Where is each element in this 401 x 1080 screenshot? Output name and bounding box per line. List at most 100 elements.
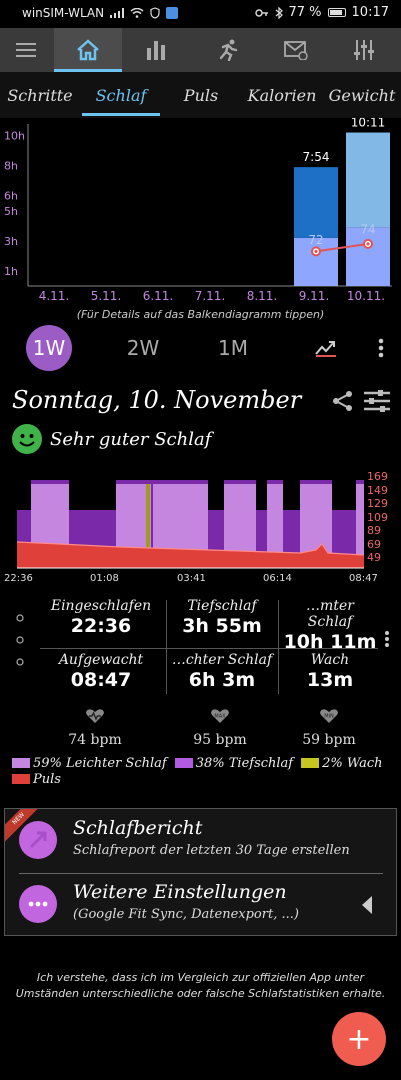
top-toolbar bbox=[0, 28, 401, 72]
stat-value: 13m bbox=[306, 669, 354, 691]
divider bbox=[166, 600, 167, 694]
menu-button[interactable] bbox=[0, 28, 52, 72]
divider bbox=[19, 873, 383, 874]
pulse-line bbox=[315, 242, 369, 253]
stat-woke-up: Aufgewacht 08:47 bbox=[40, 652, 162, 691]
y-tick-label: 1h bbox=[4, 265, 18, 278]
pulse-avg: 74 bpm bbox=[50, 708, 140, 748]
stats-more-button[interactable] bbox=[384, 630, 394, 652]
card-title: Weitere Einstellungen bbox=[73, 881, 287, 903]
time-tick: 22:36 bbox=[4, 573, 33, 584]
pulse-max-value: 95 bpm bbox=[193, 732, 247, 748]
tab-pulse[interactable]: Puls bbox=[183, 85, 219, 105]
mail-icon bbox=[284, 41, 308, 60]
tab-sleep[interactable]: Schlaf bbox=[82, 72, 160, 118]
range-1m-button[interactable]: 1M bbox=[218, 336, 248, 360]
sleep-time-axis: 22:36 01:08 03:41 06:14 08:47 bbox=[0, 573, 401, 587]
more-dots-icon bbox=[19, 885, 57, 923]
divider bbox=[40, 648, 378, 649]
pulse-value-label: 74 bbox=[360, 222, 375, 236]
pulse-avg-value: 74 bpm bbox=[68, 732, 122, 748]
time-tick: 06:14 bbox=[263, 573, 292, 584]
clock: 10:17 bbox=[351, 5, 389, 20]
battery-icon bbox=[327, 8, 346, 17]
more-settings-card[interactable]: Weitere Einstellungen (Google Fit Sync, … bbox=[5, 873, 396, 935]
plus-icon: + bbox=[346, 1021, 372, 1057]
settings-button[interactable] bbox=[330, 28, 398, 72]
menu-icon bbox=[16, 43, 36, 57]
pulse-point-center bbox=[366, 242, 370, 246]
time-tick: 08:47 bbox=[349, 573, 378, 584]
share-button[interactable] bbox=[332, 390, 356, 414]
stat-label: Aufgewacht bbox=[58, 652, 144, 668]
time-tick: 01:08 bbox=[90, 573, 119, 584]
bar-deep-sleep bbox=[294, 167, 338, 238]
pulse-value-label: 72 bbox=[308, 233, 323, 247]
legend-deep: 38% Tiefschlaf bbox=[174, 756, 293, 772]
stat-label: Tiefschlaf bbox=[187, 598, 257, 614]
chevron-left-icon bbox=[362, 896, 372, 914]
key-icon bbox=[254, 8, 268, 17]
app-notification-icon bbox=[166, 7, 179, 19]
trend-button[interactable] bbox=[306, 325, 346, 371]
pulse-axis: 169 149 129 109 89 69 49 bbox=[367, 470, 397, 565]
legend-light: 59% Leichter Schlaf bbox=[12, 756, 167, 772]
stat-fell-asleep: Eingeschlafen 22:36 bbox=[40, 598, 162, 637]
statistics-button[interactable] bbox=[122, 28, 190, 72]
add-button[interactable]: + bbox=[332, 1012, 386, 1066]
stats-pager-dots[interactable] bbox=[16, 614, 24, 666]
notifications-button[interactable] bbox=[262, 28, 330, 72]
sleep-phase-graph[interactable]: 169 149 129 109 89 69 49 bbox=[0, 470, 401, 590]
stat-light-sleep: …chter Schlaf 6h 3m bbox=[170, 652, 274, 691]
bar-chart-svg[interactable]: 1h 3h 5h 6h 8h 10h 4.11. 5.11. 6.11. 7.11. 8.11. 9.… bbox=[0, 118, 401, 308]
x-tick-label: 6.11. bbox=[143, 289, 174, 303]
sleep-quality: Sehr guter Schlaf bbox=[12, 424, 211, 454]
pulse-point-center bbox=[314, 249, 318, 253]
stat-label: …mter Schlaf bbox=[306, 598, 354, 630]
heart-max-icon: MAX bbox=[211, 709, 229, 723]
heart-min-icon: MIN bbox=[320, 709, 338, 723]
action-cards: NEW Schlafbericht Schlafreport der letzt… bbox=[4, 808, 397, 936]
card-subtitle: (Google Fit Sync, Datenexport, ...) bbox=[73, 907, 299, 922]
activity-button[interactable] bbox=[194, 28, 262, 72]
stat-label: Eingeschlafen bbox=[50, 598, 152, 614]
sleep-bar-chart[interactable]: 1h 3h 5h 6h 8h 10h 4.11. 5.11. 6.11. 7.11. 8.11. 9.… bbox=[0, 118, 401, 328]
bar-deep-sleep bbox=[346, 132, 390, 228]
range-2w-button[interactable]: 2W bbox=[126, 336, 160, 360]
x-tick-label: 5.11. bbox=[91, 289, 122, 303]
tab-steps[interactable]: Schritte bbox=[7, 85, 73, 105]
pulse-min: MIN 59 bpm bbox=[284, 708, 374, 748]
tab-weight[interactable]: Gewicht bbox=[328, 85, 396, 105]
pulse-tick: 149 bbox=[367, 483, 388, 497]
sleep-quality-label: Sehr guter Schlaf bbox=[50, 428, 212, 450]
signal-icon bbox=[110, 8, 125, 18]
tab-calories[interactable]: Kalorien bbox=[247, 85, 317, 105]
more-vertical-icon bbox=[385, 631, 389, 647]
bar-light-sleep bbox=[294, 237, 338, 286]
sleep-report-card[interactable]: NEW Schlafbericht Schlafreport der letzt… bbox=[5, 809, 396, 871]
stat-value: 22:36 bbox=[70, 615, 132, 637]
carrier-label: winSIM-WLAN bbox=[22, 6, 105, 20]
category-tabs: Schritte Schlaf Puls Kalorien Gewicht bbox=[0, 72, 401, 118]
filter-button[interactable] bbox=[364, 390, 392, 414]
max-badge-text: MAX bbox=[214, 714, 226, 720]
home-button[interactable] bbox=[54, 28, 122, 72]
sleep-stats: Eingeschlafen 22:36 Tiefschlaf 3h 55m …m… bbox=[0, 596, 401, 696]
min-badge-text: MIN bbox=[324, 714, 334, 720]
x-tick-label: 10.11. bbox=[347, 289, 385, 303]
x-tick-label: 7.11. bbox=[195, 289, 226, 303]
report-icon bbox=[19, 821, 57, 859]
sleep-phase-svg bbox=[16, 480, 365, 569]
overflow-menu-button[interactable] bbox=[366, 325, 396, 371]
heart-rate-icon bbox=[86, 709, 104, 723]
y-tick-label: 6h bbox=[4, 190, 18, 203]
stat-value: 10h 11m bbox=[283, 631, 377, 653]
bluetooth-icon bbox=[275, 6, 283, 19]
bar-chart-icon bbox=[147, 41, 165, 60]
shield-icon bbox=[150, 7, 160, 19]
card-subtitle: Schlafreport der letzten 30 Tage erstell… bbox=[73, 843, 350, 858]
y-tick-label: 8h bbox=[4, 160, 18, 173]
pulse-max: MAX 95 bpm bbox=[175, 708, 265, 748]
running-icon bbox=[219, 39, 238, 61]
range-1w-button[interactable]: 1W bbox=[26, 325, 72, 371]
